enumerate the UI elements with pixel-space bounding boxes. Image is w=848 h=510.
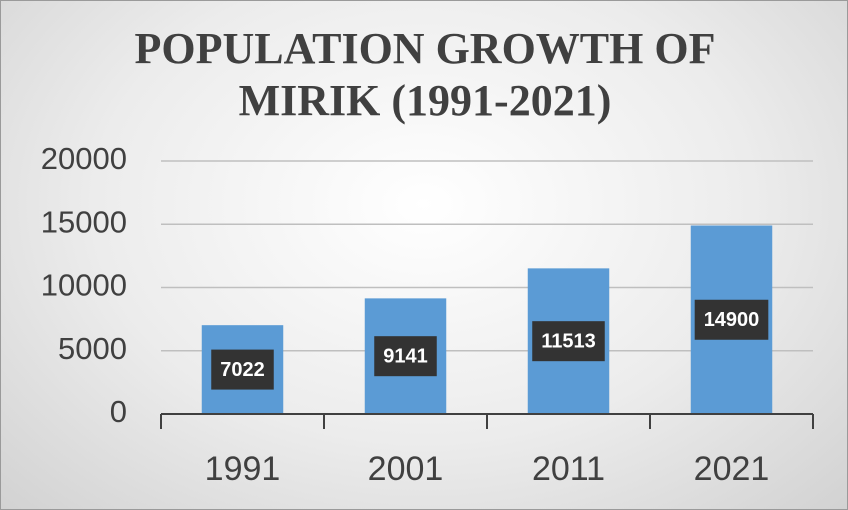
x-tick-label: 2001 bbox=[368, 450, 444, 488]
data-label-box bbox=[532, 321, 605, 362]
y-tick-label: 15000 bbox=[41, 204, 127, 239]
x-tick-label: 1991 bbox=[205, 450, 281, 488]
data-label: 9141 bbox=[383, 345, 428, 367]
data-label-box bbox=[211, 349, 274, 390]
y-tick-label: 10000 bbox=[41, 268, 127, 303]
data-label-box bbox=[694, 299, 769, 340]
data-label-box bbox=[374, 336, 437, 377]
data-label: 14900 bbox=[704, 309, 760, 331]
chart-title: POPULATION GROWTH OF MIRIK (1991-2021) bbox=[134, 24, 716, 125]
data-label: 7022 bbox=[220, 359, 265, 381]
x-tick-label: 2021 bbox=[694, 450, 770, 488]
y-tick-label: 20000 bbox=[41, 141, 127, 176]
y-tick-label: 0 bbox=[110, 394, 127, 429]
data-label: 11513 bbox=[541, 330, 596, 352]
x-tick-label: 2011 bbox=[532, 450, 605, 488]
y-tick-label: 5000 bbox=[58, 331, 127, 366]
